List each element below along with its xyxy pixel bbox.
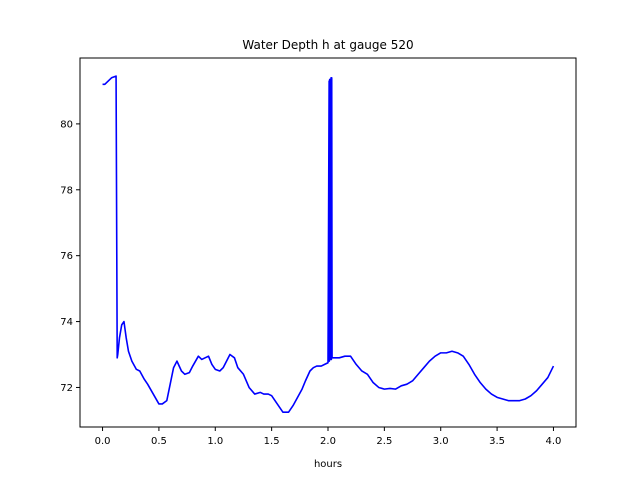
x-tick-label: 1.5 [264, 436, 280, 447]
x-tick-label: 0.5 [151, 436, 167, 447]
x-tick-label: 3.5 [489, 436, 505, 447]
y-tick-label: 80 [60, 119, 73, 130]
y-tick-label: 76 [60, 251, 73, 262]
y-tick-label: 72 [60, 383, 73, 394]
plot-area [102, 75, 555, 413]
y-tick-label: 78 [60, 185, 73, 196]
y-axis: 72 74 76 78 80 [60, 119, 80, 394]
y-tick-label: 74 [60, 317, 73, 328]
x-tick-label: 2.5 [376, 436, 392, 447]
x-axis-label: hours [314, 459, 342, 470]
chart-title: Water Depth h at gauge 520 [242, 38, 413, 52]
x-tick-label: 3.0 [433, 436, 449, 447]
x-tick-label: 2.0 [320, 436, 336, 447]
series-line [102, 75, 555, 413]
x-tick-label: 4.0 [546, 436, 562, 447]
x-axis: 0.0 0.5 1.0 1.5 2.0 2.5 3.0 3.5 4.0 [95, 427, 562, 447]
x-tick-label: 1.0 [207, 436, 223, 447]
x-tick-label: 0.0 [95, 436, 111, 447]
